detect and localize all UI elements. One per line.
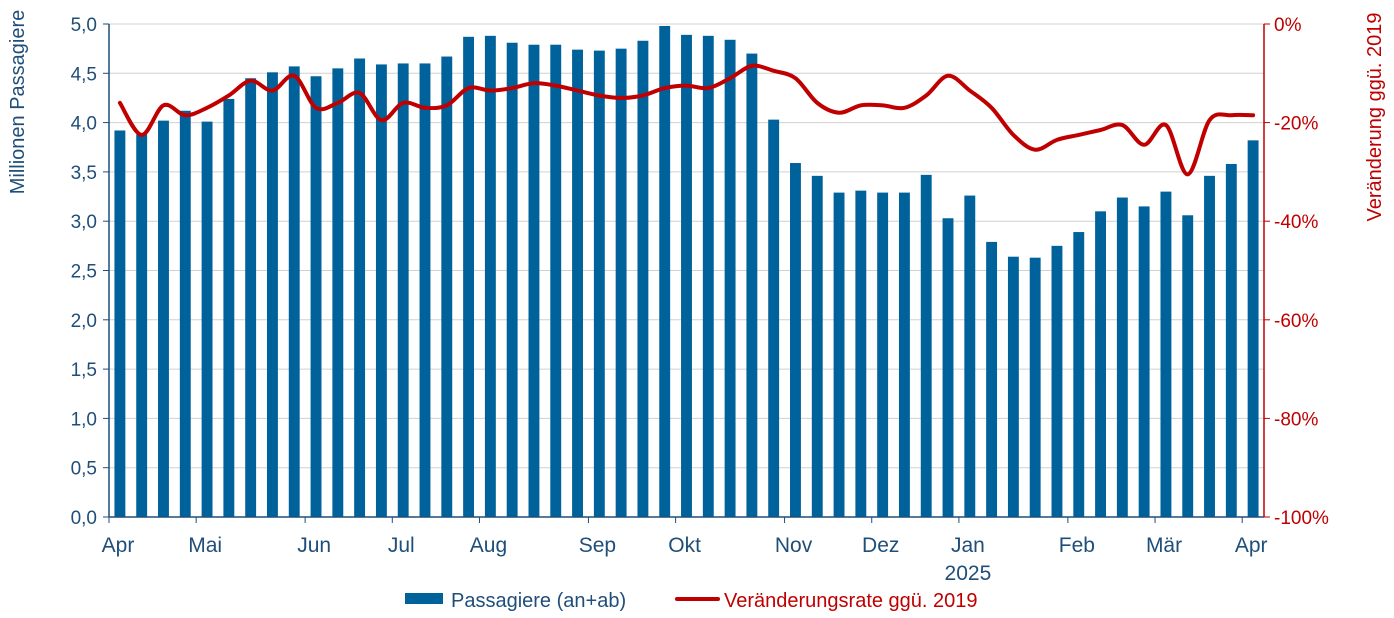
bar (288, 66, 300, 517)
bar (114, 130, 126, 517)
x-tick-label: Jan (951, 534, 985, 557)
legend: Passagiere (an+ab) Veränderungsrate ggü.… (405, 590, 978, 612)
bar (681, 34, 692, 517)
y-tick-label-right: -100% (1274, 508, 1329, 529)
bar (201, 121, 213, 517)
bar (223, 98, 235, 517)
bar (506, 42, 518, 517)
bar (136, 134, 148, 517)
y-tick-label-right: -40% (1274, 212, 1318, 233)
x-tick-label: Dez (862, 534, 899, 557)
x-year-label: 2025 (945, 562, 992, 585)
bar (659, 25, 671, 518)
y-tick-label-right: -20% (1274, 114, 1318, 135)
bar (484, 35, 496, 517)
bar (463, 36, 475, 518)
bar (637, 40, 649, 518)
bar (354, 58, 366, 517)
y-tick-label-left: 4,5 (71, 64, 97, 85)
y-tick-label-left: 0,5 (71, 459, 97, 480)
bar (158, 120, 169, 518)
x-tick-label: Sep (579, 534, 616, 557)
y-tick-label-left: 5,0 (71, 15, 97, 36)
y-tick-label-right: -80% (1274, 409, 1318, 430)
bar (375, 64, 387, 518)
y-tick-label-left: 0,0 (71, 508, 97, 529)
bar (1095, 211, 1107, 517)
x-tick-label: Apr (1235, 534, 1268, 557)
legend-label-line: Veränderungsrate ggü. 2019 (724, 590, 978, 612)
y-tick-label-left: 3,5 (71, 163, 97, 184)
x-tick-label: Aug (470, 534, 507, 557)
bar (1007, 256, 1019, 517)
bar (1073, 232, 1085, 517)
bar (332, 68, 344, 518)
bar (397, 63, 409, 517)
y-tick-label-left: 2,0 (71, 311, 97, 332)
y-axis-title-right: Veränderung ggü. 2019 (1364, 12, 1386, 221)
y-tick-label-left: 2,5 (71, 262, 97, 283)
legend-label-bar: Passagiere (an+ab) (451, 590, 626, 612)
bar (1138, 206, 1150, 517)
bar (1116, 197, 1128, 517)
bar (1051, 245, 1063, 517)
bar (746, 53, 758, 518)
bar (768, 119, 780, 517)
bar (441, 56, 453, 518)
bar (811, 175, 823, 517)
x-tick-label: Mär (1146, 534, 1182, 557)
x-tick-label: Feb (1059, 534, 1095, 557)
y-tick-label-right: -60% (1274, 311, 1318, 332)
bar (986, 241, 998, 517)
bar (245, 78, 257, 517)
bar-series-passagiere (114, 25, 1259, 518)
bar (615, 48, 627, 518)
bar (419, 63, 431, 517)
bar (310, 76, 322, 518)
bar (790, 163, 801, 517)
bar (877, 192, 889, 517)
bar (855, 190, 867, 517)
bar (179, 110, 191, 517)
x-tick-label: Okt (668, 534, 701, 557)
y-axis-title-left: Millionen Passagiere (7, 10, 29, 195)
x-tick-label: Mai (188, 534, 222, 557)
x-tick-label: Jun (297, 534, 331, 557)
bar (898, 192, 910, 517)
y-tick-label-left: 4,0 (71, 114, 97, 135)
bar (724, 39, 736, 517)
y-tick-label-left: 3,0 (71, 212, 97, 233)
x-tick-label: Jul (388, 534, 415, 557)
legend-swatch-bar (405, 593, 443, 604)
bar (572, 49, 583, 518)
bar (1247, 140, 1259, 517)
x-tick-label: Nov (775, 534, 813, 557)
bar (550, 44, 562, 518)
y-tick-label-left: 1,5 (71, 360, 97, 381)
bar (1204, 175, 1215, 517)
y-tick-label-right: 0% (1274, 15, 1302, 36)
bar (1029, 257, 1041, 517)
bar (702, 35, 714, 517)
bar (942, 218, 954, 517)
y-tick-label-left: 1,0 (71, 409, 97, 430)
line-path (117, 63, 1256, 177)
bar (528, 44, 540, 518)
bar (1182, 215, 1194, 517)
bar (1160, 191, 1172, 517)
bar (964, 195, 976, 517)
line-series-veraenderungsrate (117, 63, 1256, 177)
tick-labels: 0,0 0,5 1,0 1,5 2,0 2,5 3,0 3,5 4,0 4,5 5,0 -100% -8… (71, 15, 1329, 585)
bar (833, 192, 845, 517)
bar (593, 50, 605, 517)
x-tick-label: Apr (102, 534, 135, 557)
bar (266, 72, 278, 518)
bar (920, 174, 932, 517)
axes (103, 23, 1270, 523)
bar (1225, 164, 1237, 517)
